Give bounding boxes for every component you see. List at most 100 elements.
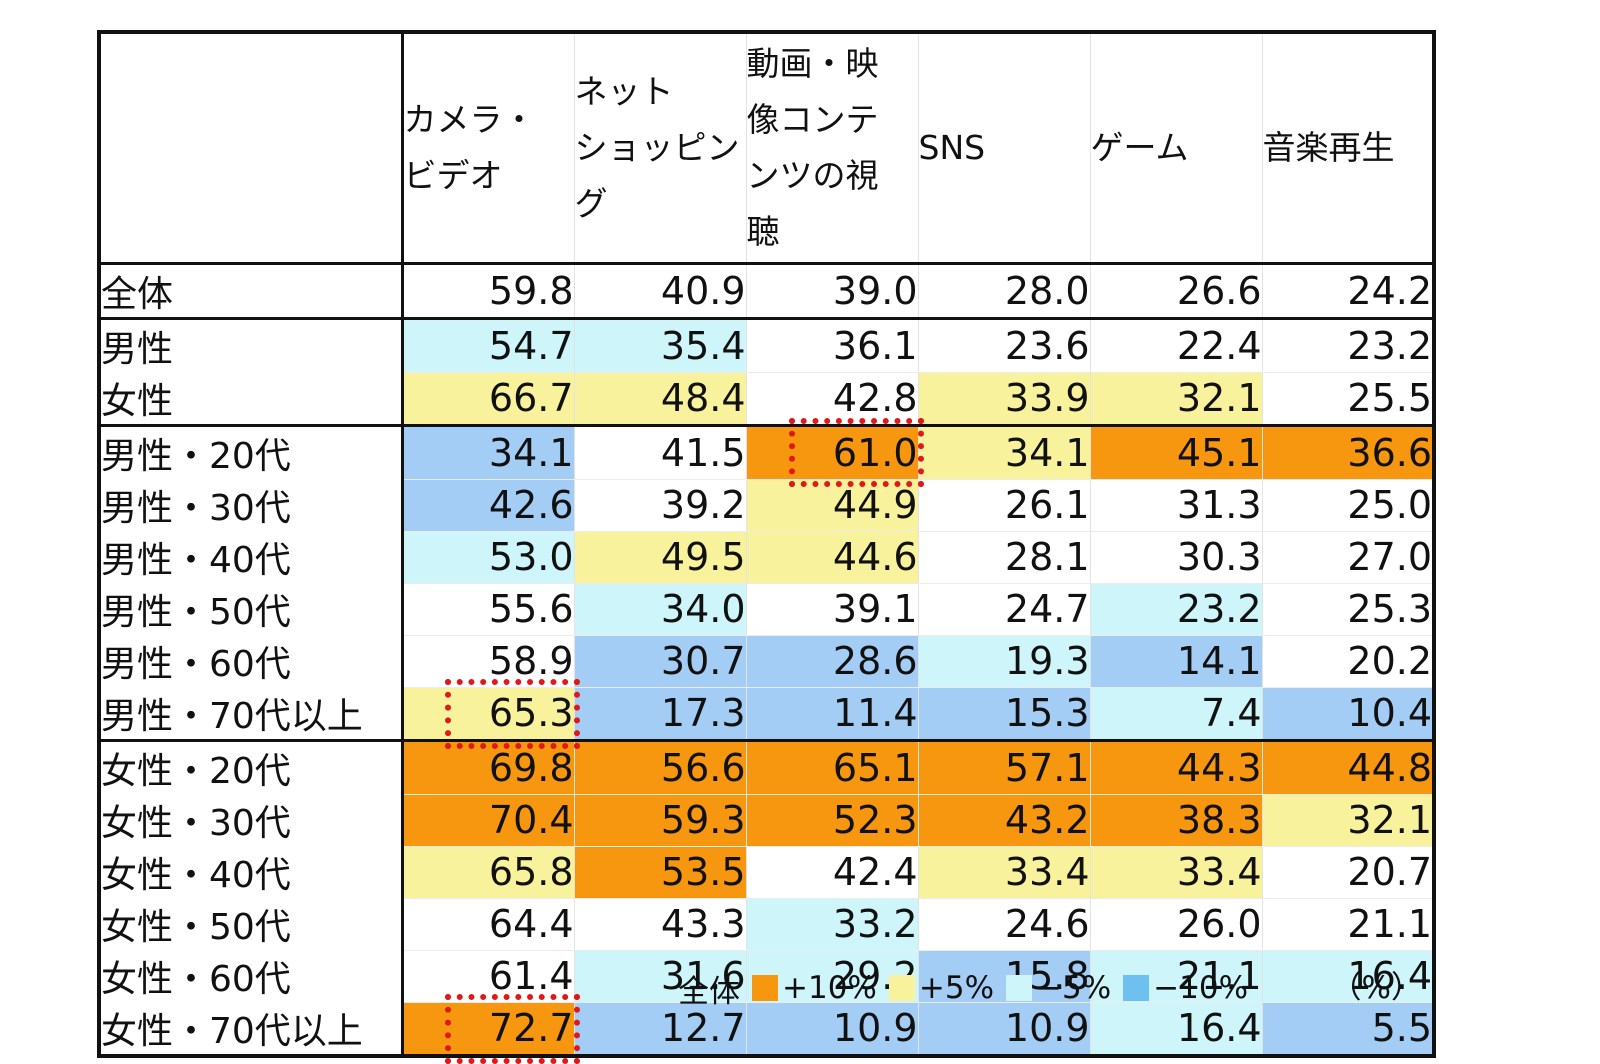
table-row: 女性・50代 64.4 43.3 33.2 24.6 26.0 21.1 [99,898,1434,951]
table-row: 女性・30代 70.4 59.3 52.3 43.2 38.3 32.1 [99,794,1434,847]
heatmap-cell: 33.9 [917,372,1090,426]
row-label: 男性・30代 [99,479,404,531]
table-body: 全体 59.8 40.9 39.0 28.0 26.6 24.2 男性 54.7 35.4 36.1… [99,263,1434,1057]
heatmap-cell: 10.9 [917,1002,1090,1057]
table-row: 男性・20代 34.1 41.5 61.0 34.1 45.1 36.6 [99,424,1434,480]
heatmap-cell: 34.0 [573,583,746,636]
unit-label: （%） [1330,970,1422,1006]
heatmap-cell: 10.9 [745,1002,918,1057]
table-row: 女性 66.7 48.4 42.8 33.9 32.1 25.5 [99,372,1434,426]
heatmap-cell: 40.9 [573,263,746,319]
heatmap-cell: 44.6 [745,531,918,584]
heatmap-cell: 57.1 [917,739,1090,795]
table-row: 全体 59.8 40.9 39.0 28.0 26.6 24.2 [99,263,1434,319]
heatmap-cell: 26.6 [1089,263,1262,319]
row-label: 女性・60代 [99,950,404,1002]
heatmap-cell: 48.4 [573,372,746,426]
heatmap-cell: 17.3 [573,687,746,741]
heatmap-cell: 59.8 [401,263,574,319]
heatmap-cell: 36.6 [1261,424,1434,480]
table-row: 男性・70代以上 65.3 17.3 11.4 15.3 7.4 10.4 [99,687,1434,741]
heatmap-cell: 5.5 [1261,1002,1434,1057]
heatmap-cell: 33.4 [1089,846,1262,899]
row-label: 男性・40代 [99,531,404,583]
table-row: 女性・40代 65.8 53.5 42.4 33.4 33.4 20.7 [99,846,1434,899]
heatmap-cell: 56.6 [573,739,746,795]
row-label: 女性 [99,372,404,426]
column-header-row: カメラ・ ビデオ ネット ショッピング動画・映 像コンテ ンツの視聴 SNS ゲーム 音楽再生 [98,32,1434,265]
corner-cell [98,32,404,265]
heatmap-cell: 28.6 [745,635,918,688]
heatmap-cell: 23.2 [1261,317,1434,373]
heatmap-cell: 42.8 [745,372,918,426]
heatmap-cell: 16.4 [1089,1002,1262,1057]
heatmap-cell: 30.3 [1089,531,1262,584]
heatmap-cell: 10.4 [1261,687,1434,741]
heatmap-cell: 69.8 [401,739,574,795]
row-label: 女性・50代 [99,898,404,950]
heatmap-cell: 12.7 [573,1002,746,1057]
heatmap-cell: 34.1 [401,424,574,480]
heatmap-cell: 61.4 [401,950,574,1003]
column-header: ネット ショッピング [573,32,746,265]
column-header: 音楽再生 [1261,32,1434,265]
table-row: 女性・20代 69.8 56.6 65.1 57.1 44.3 44.8 [99,739,1434,795]
heatmap-cell: 31.6 [573,950,746,1003]
row-label: 男性・50代 [99,583,404,635]
heatmap-cell: 43.2 [917,794,1090,847]
heatmap-cell: 55.6 [401,583,574,636]
heatmap-cell: 20.7 [1261,846,1434,899]
heatmap-cell: 25.5 [1261,372,1434,426]
heatmap-cell: 44.3 [1089,739,1262,795]
legend-label: +10% [782,970,877,1006]
heatmap-cell: 15.8 [917,950,1090,1003]
heatmap-cell: 65.1 [745,739,918,795]
heatmap-cell: 28.0 [917,263,1090,319]
heatmap-cell: 53.5 [573,846,746,899]
heatmap-cell: 39.2 [573,479,746,532]
legend-swatch [1006,975,1033,1001]
table-row: 男性・40代 53.0 49.5 44.6 28.1 30.3 27.0 [99,531,1434,584]
heatmap-cell: 61.0 [745,424,918,480]
heatmap-cell: 28.1 [917,531,1090,584]
heatmap-cell: 14.1 [1089,635,1262,688]
heatmap-cell: 26.1 [917,479,1090,532]
heatmap-cell: 11.4 [745,687,918,741]
heatmap-cell: 42.4 [745,846,918,899]
heatmap-cell: 64.4 [401,898,574,951]
row-label: 男性・60代 [99,635,404,687]
heatmap-cell: 21.1 [1089,950,1262,1003]
heatmap-cell: 24.6 [917,898,1090,951]
heatmap-cell: 25.3 [1261,583,1434,636]
heatmap-cell: 22.4 [1089,317,1262,373]
row-label: 女性・30代 [99,794,404,846]
row-label: 男性・20代 [99,424,404,479]
heatmap-cell: 34.1 [917,424,1090,480]
table-row: 男性・30代 42.6 39.2 44.9 26.1 31.3 25.0 [99,479,1434,532]
table-row: 男性・60代 58.9 30.7 28.6 19.3 14.1 20.2 [99,635,1434,688]
heatmap-cell: 65.3 [401,687,574,741]
heatmap-cell: 15.3 [917,687,1090,741]
legend-swatch [1123,975,1150,1001]
heatmap-cell: 38.3 [1089,794,1262,847]
heatmap-cell: 70.4 [401,794,574,847]
heatmap-cell: 49.5 [573,531,746,584]
heatmap-cell: 21.1 [1261,898,1434,951]
heatmap-cell: 53.0 [401,531,574,584]
legend-label: −10% [1153,970,1249,1006]
row-label: 男性・70代以上 [99,687,404,741]
table-row: 男性 54.7 35.4 36.1 23.6 22.4 23.2 [99,317,1434,373]
heatmap-cell: 39.1 [745,583,918,636]
column-header: SNS [917,32,1090,265]
heatmap-cell: 23.2 [1089,583,1262,636]
heatmap-cell: 41.5 [573,424,746,480]
legend-title: 全体 [678,973,740,1010]
legend-swatch [752,975,778,1001]
column-header: カメラ・ ビデオ [401,32,574,265]
legend-swatch [888,975,915,1001]
heatmap-cell: 72.7 [401,1002,574,1057]
heatmap-cell: 36.1 [745,317,918,373]
heatmap-cell: 23.6 [917,317,1090,373]
legend-label: +5% [918,970,995,1006]
